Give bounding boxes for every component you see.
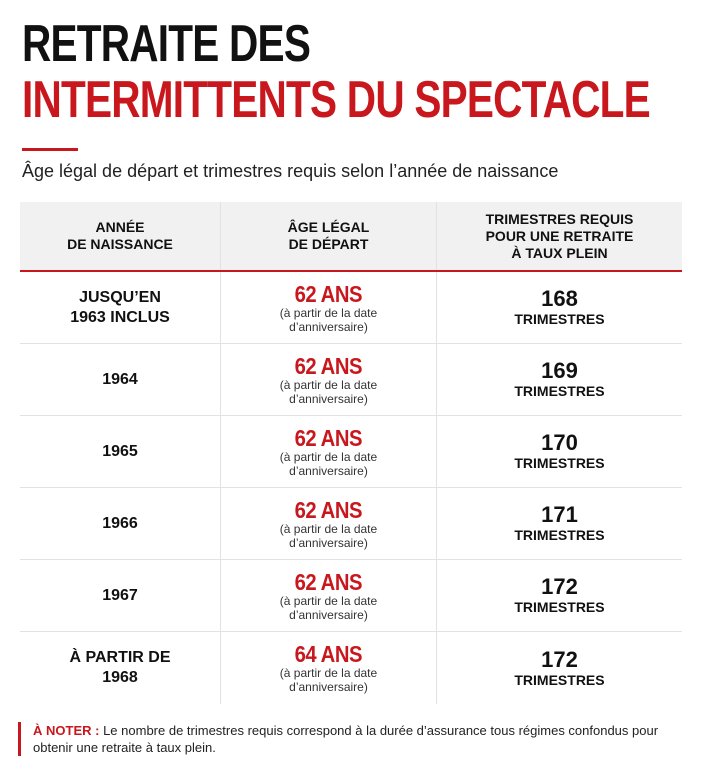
quarters-count: 170 bbox=[541, 430, 578, 455]
birth-year-cell: JUSQU’EN 1963 INCLUS bbox=[20, 272, 220, 343]
quarters-label: TRIMESTRES bbox=[514, 527, 605, 543]
quarters-cell: 169 TRIMESTRES bbox=[436, 344, 682, 415]
subtitle: Âge légal de départ et trimestres requis… bbox=[22, 161, 559, 181]
footnote-text: Le nombre de trimestres requis correspon… bbox=[33, 723, 659, 755]
birth-year-cell: 1966 bbox=[20, 488, 220, 559]
footnote-label: À NOTER : bbox=[33, 723, 100, 738]
legal-age-cell: 64 ANS (à partir de la date d’anniversair… bbox=[220, 632, 436, 704]
accent-rule bbox=[22, 148, 78, 151]
legal-age: 64 ANS bbox=[294, 641, 363, 667]
table-row: 1964 62 ANS (à partir de la date d’anniver… bbox=[20, 344, 682, 416]
legal-age-note: (à partir de la date d’anniversaire) bbox=[279, 377, 378, 406]
quarters-label: TRIMESTRES bbox=[514, 455, 605, 471]
birth-year: À PARTIR DE 1968 bbox=[69, 649, 171, 686]
legal-age: 62 ANS bbox=[294, 424, 363, 451]
quarters-count: 171 bbox=[541, 502, 578, 527]
birth-year: 1965 bbox=[102, 442, 138, 460]
legal-age-cell: 62 ANS (à partir de la date d’anniversair… bbox=[220, 560, 436, 631]
table-row: À PARTIR DE 1968 64 ANS (à partir de la da… bbox=[20, 632, 682, 704]
quarters-count: 169 bbox=[541, 358, 578, 383]
birth-year: 1967 bbox=[102, 586, 138, 604]
legal-age-cell: 62 ANS (à partir de la date d’anniversair… bbox=[220, 344, 436, 415]
legal-age: 62 ANS bbox=[294, 496, 363, 523]
quarters-label: TRIMESTRES bbox=[514, 599, 605, 615]
quarters-cell: 172 TRIMESTRES bbox=[436, 632, 682, 704]
table-body: JUSQU’EN 1963 INCLUS 62 ANS (à partir de l… bbox=[20, 272, 682, 704]
birth-year: 1964 bbox=[102, 370, 138, 388]
quarters-cell: 168 TRIMESTRES bbox=[436, 272, 682, 343]
title-line-2: INTERMITTENTS DU SPECTACLE bbox=[22, 71, 651, 129]
title-line-1: RETRAITE DES bbox=[22, 15, 311, 73]
birth-year: 1966 bbox=[102, 514, 138, 532]
birth-year-cell: 1964 bbox=[20, 344, 220, 415]
legal-age: 62 ANS bbox=[294, 352, 363, 379]
birth-year-cell: 1967 bbox=[20, 560, 220, 631]
footnote: À NOTER : Le nombre de trimestres requis… bbox=[18, 722, 682, 756]
table-row: JUSQU’EN 1963 INCLUS 62 ANS (à partir de l… bbox=[20, 272, 682, 344]
quarters-cell: 171 TRIMESTRES bbox=[436, 488, 682, 559]
legal-age-cell: 62 ANS (à partir de la date d’anniversair… bbox=[220, 272, 436, 343]
quarters-cell: 172 TRIMESTRES bbox=[436, 560, 682, 631]
legal-age-note: (à partir de la date d’anniversaire) bbox=[279, 593, 378, 622]
quarters-count: 168 bbox=[541, 286, 578, 311]
header-legal-age: ÂGE LÉGAL DE DÉPART bbox=[220, 202, 436, 270]
legal-age-note: (à partir de la date d’anniversaire) bbox=[279, 521, 378, 550]
legal-age-note: (à partir de la date d’anniversaire) bbox=[279, 666, 378, 694]
legal-age: 62 ANS bbox=[294, 280, 363, 307]
legal-age-note: (à partir de la date d’anniversaire) bbox=[279, 449, 378, 478]
birth-year-cell: 1965 bbox=[20, 416, 220, 487]
quarters-label: TRIMESTRES bbox=[514, 671, 605, 688]
birth-year: JUSQU’EN 1963 INCLUS bbox=[70, 288, 170, 326]
table-header: ANNÉE DE NAISSANCE ÂGE LÉGAL DE DÉPART T… bbox=[20, 202, 682, 272]
legal-age-cell: 62 ANS (à partir de la date d’anniversair… bbox=[220, 416, 436, 487]
header-birth-year: ANNÉE DE NAISSANCE bbox=[67, 219, 173, 252]
table-row: 1965 62 ANS (à partir de la date d’anniver… bbox=[20, 416, 682, 488]
retirement-table: ANNÉE DE NAISSANCE ÂGE LÉGAL DE DÉPART T… bbox=[20, 202, 682, 704]
quarters-count: 172 bbox=[541, 646, 578, 672]
legal-age-cell: 62 ANS (à partir de la date d’anniversair… bbox=[220, 488, 436, 559]
legal-age: 62 ANS bbox=[294, 568, 363, 595]
quarters-cell: 170 TRIMESTRES bbox=[436, 416, 682, 487]
birth-year-cell: À PARTIR DE 1968 bbox=[20, 632, 220, 704]
table-row: 1966 62 ANS (à partir de la date d’anniver… bbox=[20, 488, 682, 560]
quarters-count: 172 bbox=[541, 574, 578, 599]
quarters-label: TRIMESTRES bbox=[514, 383, 605, 399]
table-row: 1967 62 ANS (à partir de la date d’anniver… bbox=[20, 560, 682, 632]
legal-age-note: (à partir de la date d’anniversaire) bbox=[279, 305, 378, 334]
header-required-quarters: TRIMESTRES REQUIS POUR UNE RETRAITE À TA… bbox=[436, 202, 682, 270]
quarters-label: TRIMESTRES bbox=[514, 311, 605, 327]
